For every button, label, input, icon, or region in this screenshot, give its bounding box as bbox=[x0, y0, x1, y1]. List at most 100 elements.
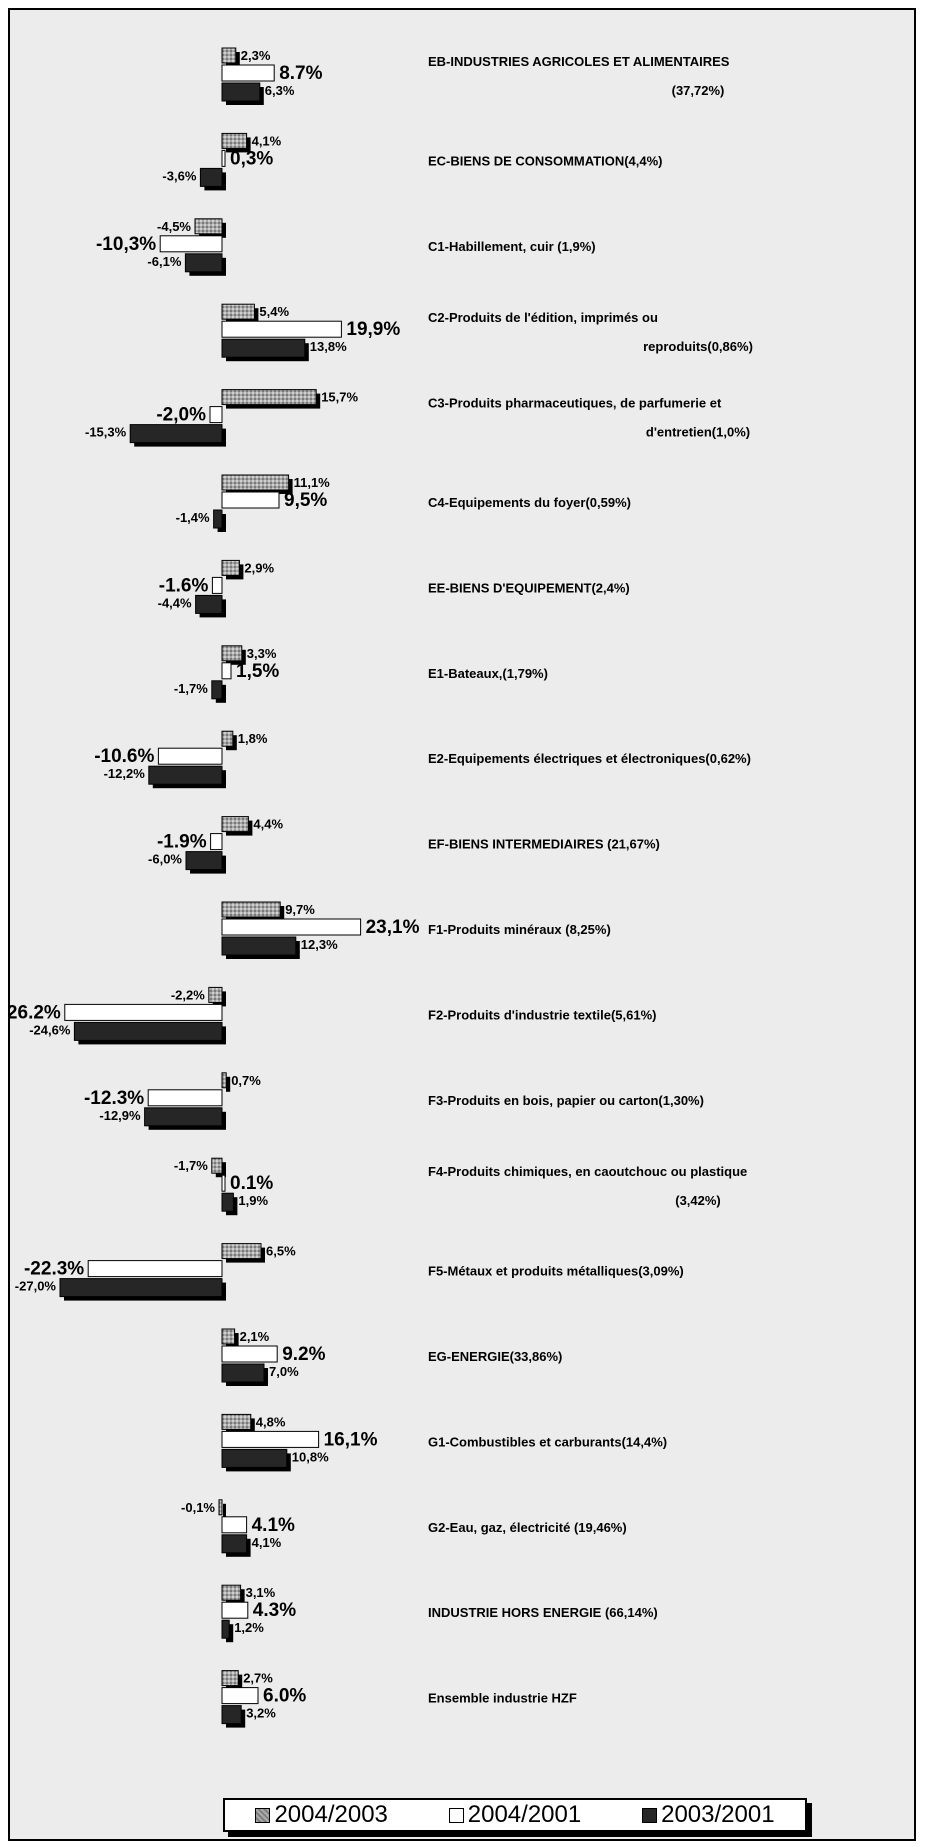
category-label: C2-Produits de l'édition, imprimés ou bbox=[428, 310, 658, 325]
bar bbox=[73, 1021, 223, 1041]
bar bbox=[221, 1430, 320, 1448]
bar bbox=[195, 594, 223, 614]
data-label: 9,7% bbox=[285, 902, 315, 917]
bar bbox=[221, 1174, 226, 1192]
data-label: -0,1% bbox=[181, 1500, 215, 1515]
data-label: 4,4% bbox=[253, 817, 283, 832]
category-label: reproduits(0,86%) bbox=[643, 339, 753, 354]
bar bbox=[221, 1345, 278, 1363]
category-label: F2-Produits d'industrie textile(5,61%) bbox=[428, 1007, 656, 1022]
data-label: 6,3% bbox=[265, 83, 295, 98]
bar bbox=[159, 235, 223, 253]
data-label: 2,3% bbox=[241, 48, 271, 63]
data-label: 0,3% bbox=[230, 148, 273, 169]
data-label: 1,2% bbox=[234, 1620, 264, 1635]
bar bbox=[129, 424, 223, 444]
data-label: 0.1% bbox=[230, 1173, 273, 1194]
data-label: -1.9% bbox=[157, 832, 207, 853]
data-label: -10,3% bbox=[96, 234, 156, 255]
bar bbox=[157, 747, 223, 765]
bar bbox=[221, 559, 240, 576]
bar bbox=[221, 320, 342, 338]
bar bbox=[194, 218, 223, 235]
bar bbox=[87, 1260, 223, 1278]
category-label: G2-Eau, gaz, électricité (19,46%) bbox=[428, 1520, 627, 1535]
data-label: -12,2% bbox=[104, 766, 146, 781]
chart-legend: 2004/2003 2004/2001 2003/2001 bbox=[223, 1798, 807, 1832]
bar-chart: 2,3% 8.7%6,3% EB-INDUSTRIES AGRICOLES ET A… bbox=[10, 47, 753, 1728]
bar bbox=[211, 1157, 223, 1174]
category-label: F3-Produits en bois, papier ou carton(1,… bbox=[428, 1093, 704, 1108]
category-label: (37,72%) bbox=[672, 83, 725, 98]
category-label: EF-BIENS INTERMEDIAIRES (21,67%) bbox=[428, 837, 660, 852]
legend-item-2004-2001: 2004/2001 bbox=[448, 1801, 582, 1829]
data-label: -1.6% bbox=[159, 575, 209, 596]
data-label: 1,8% bbox=[238, 731, 268, 746]
bar bbox=[64, 1003, 223, 1021]
data-label: 3,2% bbox=[246, 1706, 276, 1721]
category-label: EB-INDUSTRIES AGRICOLES ET ALIMENTAIRES bbox=[428, 54, 730, 69]
chart-frame: 2,3% 8.7% 6,3% EB-INDUSTRIES AGRICOLES ET A… bbox=[8, 8, 916, 1841]
data-label: -27,0% bbox=[15, 1279, 57, 1294]
bar bbox=[221, 816, 249, 833]
bar bbox=[221, 1192, 234, 1212]
data-label: 15,7% bbox=[321, 390, 358, 405]
bar bbox=[213, 509, 223, 529]
bar bbox=[221, 64, 275, 82]
legend-swatch-hatched bbox=[255, 1807, 271, 1823]
category-label: C4-Equipements du foyer(0,59%) bbox=[428, 495, 631, 510]
bar bbox=[221, 1601, 249, 1619]
bar bbox=[221, 491, 280, 509]
data-label: -2,0% bbox=[156, 405, 206, 426]
data-label: 0,7% bbox=[231, 1073, 261, 1088]
data-label: -1,7% bbox=[174, 681, 208, 696]
category-label: E1-Bateaux,(1,79%) bbox=[428, 666, 548, 681]
bar bbox=[211, 680, 223, 700]
legend-label: 2004/2001 bbox=[467, 1801, 582, 1828]
data-label: 4,1% bbox=[252, 1535, 282, 1550]
bar bbox=[221, 1072, 227, 1089]
data-label: 2,1% bbox=[240, 1329, 270, 1344]
data-label: 12,3% bbox=[301, 937, 338, 952]
data-label: -3,6% bbox=[162, 168, 196, 183]
bar bbox=[208, 986, 223, 1003]
category-label: F4-Produits chimiques, en caoutchouc ou … bbox=[428, 1164, 747, 1179]
data-label: 10,8% bbox=[292, 1449, 329, 1464]
category-label: EC-BIENS DE CONSOMMATION(4,4%) bbox=[428, 153, 663, 168]
data-label: 2,9% bbox=[244, 560, 274, 575]
bar bbox=[221, 1705, 242, 1725]
bar bbox=[221, 1413, 252, 1430]
legend-label: 2004/2003 bbox=[274, 1801, 388, 1828]
bar bbox=[221, 1534, 248, 1554]
bar bbox=[221, 132, 248, 149]
bar bbox=[221, 662, 232, 680]
data-label: 1,5% bbox=[236, 661, 279, 682]
data-label: 1,9% bbox=[238, 1193, 268, 1208]
legend-item-2003-2001: 2003/2001 bbox=[642, 1801, 775, 1829]
bar bbox=[221, 1243, 262, 1260]
category-label: F1-Produits minéraux (8,25%) bbox=[428, 922, 611, 937]
bar bbox=[221, 918, 362, 936]
data-label: -6,1% bbox=[147, 254, 181, 269]
data-label: -4,5% bbox=[157, 219, 191, 234]
data-label: 4,1% bbox=[252, 133, 282, 148]
data-label: 4,8% bbox=[256, 1414, 286, 1429]
bar bbox=[211, 576, 223, 594]
bar bbox=[209, 406, 223, 424]
legend-swatch-white bbox=[448, 1807, 464, 1823]
legend-swatch-dark bbox=[642, 1807, 658, 1823]
bar bbox=[221, 149, 226, 167]
data-label: -10.6% bbox=[94, 746, 154, 767]
category-label: C1-Habillement, cuir (1,9%) bbox=[428, 239, 596, 254]
bar bbox=[221, 936, 297, 956]
data-label: 9,5% bbox=[284, 490, 327, 511]
data-label: 4.3% bbox=[253, 1600, 296, 1621]
bar bbox=[221, 1670, 239, 1687]
bar bbox=[184, 253, 223, 273]
data-label: 9.2% bbox=[282, 1344, 325, 1365]
bar bbox=[221, 1687, 259, 1705]
bar bbox=[221, 730, 234, 747]
bar bbox=[147, 1089, 223, 1107]
category-label: EE-BIENS D'EQUIPEMENT(2,4%) bbox=[428, 580, 630, 595]
bar bbox=[144, 1107, 223, 1127]
